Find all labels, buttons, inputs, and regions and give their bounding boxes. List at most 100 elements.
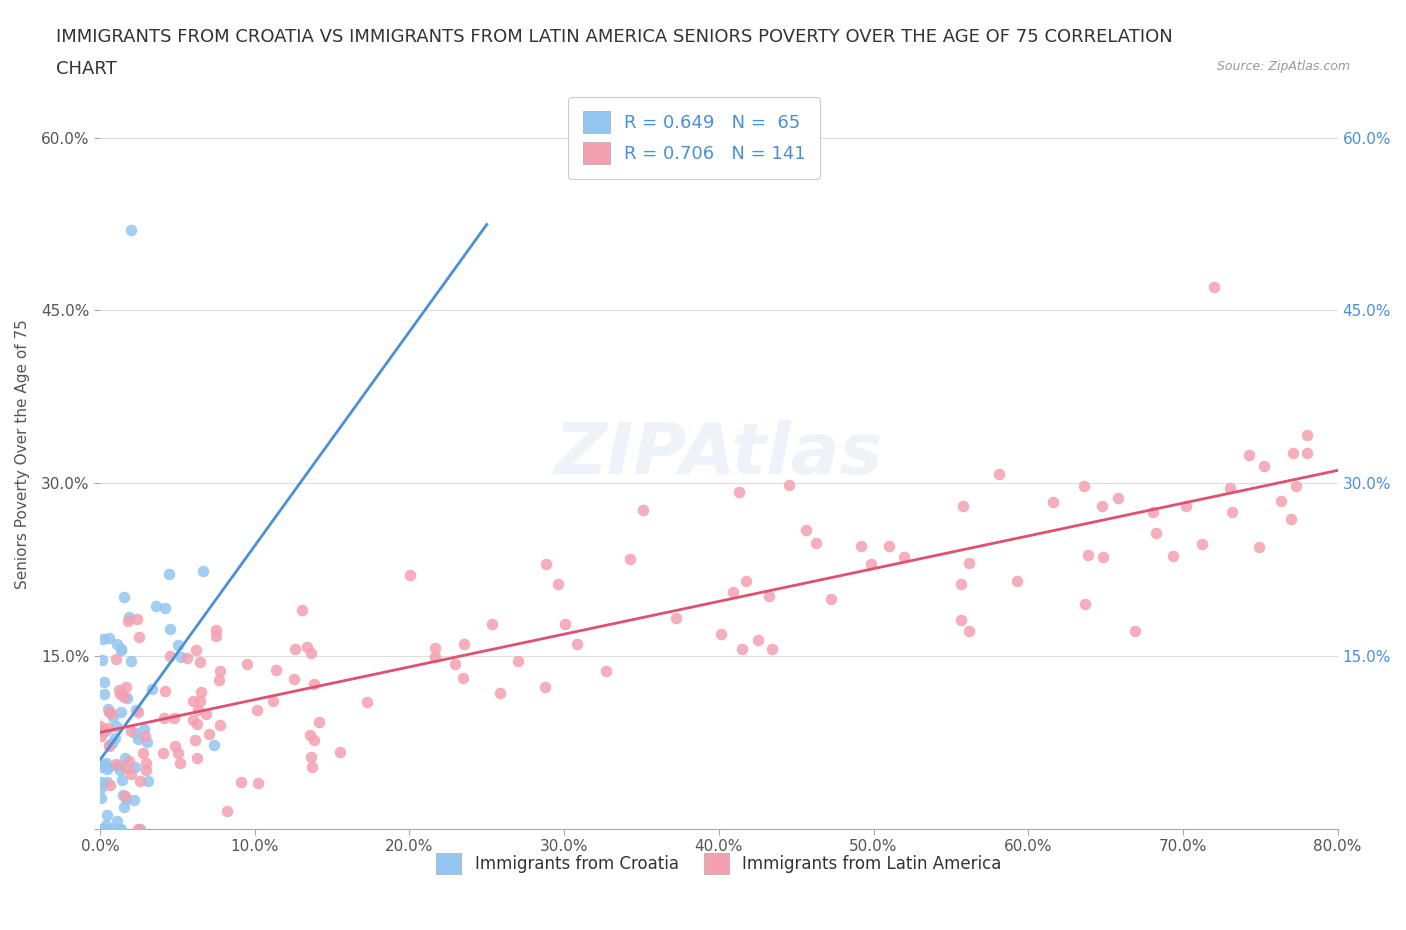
Point [100,821,122,836]
Point [1281,512,1303,526]
Point [136,773,159,788]
Point [1295,428,1317,443]
Text: IMMIGRANTS FROM CROATIA VS IMMIGRANTS FROM LATIN AMERICA SENIORS POVERTY OVER TH: IMMIGRANTS FROM CROATIA VS IMMIGRANTS FR… [56,28,1173,46]
Point [299,750,322,764]
Point [101,735,124,750]
Point [1285,479,1308,494]
Point [135,763,157,777]
Point [295,640,318,655]
Point [778,477,800,492]
Point [114,788,136,803]
Point [165,738,187,753]
Point [114,761,136,776]
Point [111,773,134,788]
Point [308,714,330,729]
Point [283,671,305,686]
Point [89,719,111,734]
Point [1295,445,1317,460]
Point [710,626,733,641]
Point [236,657,259,671]
Point [443,657,465,671]
Point [246,775,269,790]
Point [129,821,152,836]
Point [204,623,226,638]
Point [145,598,167,613]
Point [169,755,191,770]
Point [291,603,314,618]
Point [91,653,114,668]
Point [1074,597,1097,612]
Point [97,721,120,736]
Point [1123,624,1146,639]
Point [108,763,131,777]
Point [721,585,744,600]
Point [186,643,208,658]
Point [1219,481,1241,496]
Point [98,738,121,753]
Point [188,655,211,670]
Point [246,702,269,717]
Text: CHART: CHART [56,60,117,78]
Point [299,645,322,660]
Point [112,690,135,705]
Point [93,821,115,836]
Point [125,703,148,718]
Point [202,737,225,752]
Point [1202,280,1225,295]
Point [425,650,447,665]
Point [957,555,980,570]
Point [127,821,149,836]
Point [794,522,817,537]
Point [127,705,149,720]
Point [90,774,112,789]
Point [153,711,176,725]
Point [481,617,503,631]
Point [90,780,112,795]
Point [94,821,117,836]
Point [134,728,156,743]
Point [565,637,588,652]
Point [96,808,118,823]
Point [633,502,655,517]
Point [115,791,138,806]
Point [453,636,475,651]
Point [554,617,576,631]
Point [159,649,181,664]
Point [356,695,378,710]
Text: Source: ZipAtlas.com: Source: ZipAtlas.com [1216,60,1350,73]
Point [619,551,641,566]
Point [728,485,751,499]
Point [761,641,783,656]
Point [110,821,132,836]
Point [103,710,125,724]
Point [1073,479,1095,494]
Point [329,745,352,760]
Point [1220,504,1243,519]
Point [115,680,138,695]
Point [950,613,973,628]
Point [188,694,211,709]
Point [950,577,973,591]
Point [131,746,153,761]
Legend: Immigrants from Croatia, Immigrants from Latin America: Immigrants from Croatia, Immigrants from… [430,846,1008,881]
Point [1281,445,1303,460]
Point [114,751,136,765]
Point [186,751,208,765]
Point [987,467,1010,482]
Point [134,722,156,737]
Point [159,621,181,636]
Point [187,703,209,718]
Point [110,705,132,720]
Point [120,724,142,738]
Point [128,630,150,644]
Point [90,728,112,743]
Point [194,707,217,722]
Point [94,817,117,832]
Point [108,686,131,701]
Point [304,677,326,692]
Point [96,775,118,790]
Point [190,684,212,699]
Point [105,651,128,666]
Point [157,566,180,581]
Point [208,672,231,687]
